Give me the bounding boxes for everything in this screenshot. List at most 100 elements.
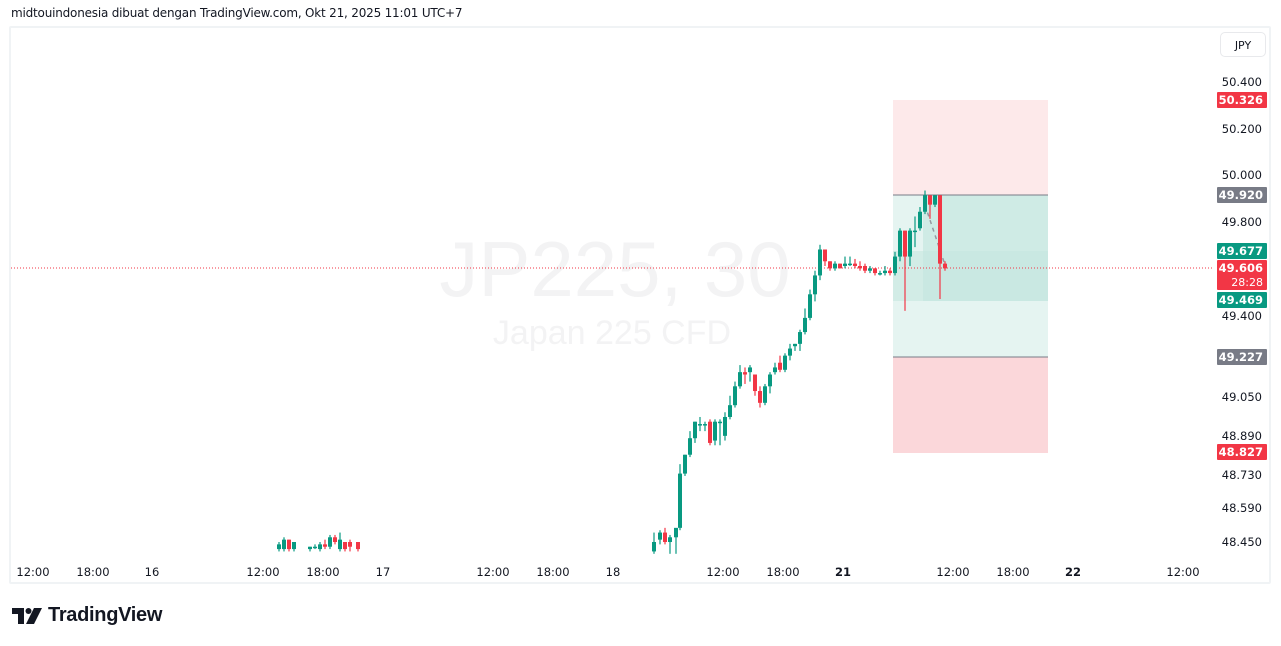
candle — [698, 416, 702, 432]
time-tick: 12:00 — [246, 565, 279, 579]
candle — [818, 244, 822, 281]
candle — [813, 270, 817, 302]
price-tick: 48.890 — [1222, 429, 1262, 443]
candle — [913, 216, 917, 248]
candles-group — [277, 190, 947, 554]
time-tick: 22 — [1065, 565, 1081, 579]
candle — [658, 530, 662, 545]
svg-text:50.326: 50.326 — [1219, 93, 1263, 107]
candle — [678, 464, 682, 531]
candle — [674, 527, 678, 554]
candle — [908, 228, 912, 267]
candle — [763, 383, 767, 406]
candle — [758, 386, 762, 408]
candle — [323, 539, 327, 550]
candle — [873, 268, 877, 276]
candle — [713, 419, 717, 446]
time-axis[interactable]: 12:00 18:00 16 12:00 18:00 17 12:00 18:00 18 12:0… — [16, 565, 1199, 579]
currency-button[interactable]: JPY — [1220, 32, 1266, 57]
time-tick: 12:00 — [936, 565, 969, 579]
candle — [743, 367, 747, 384]
time-tick: 18:00 — [996, 565, 1029, 579]
price-tick: 48.450 — [1222, 535, 1262, 549]
candle — [863, 263, 867, 274]
candle — [652, 532, 656, 554]
candle — [943, 261, 947, 271]
candle — [708, 419, 712, 446]
svg-text:49.677: 49.677 — [1219, 244, 1263, 258]
candle — [348, 539, 352, 552]
candle — [878, 270, 882, 276]
time-tick: 18:00 — [306, 565, 339, 579]
candle — [688, 431, 692, 458]
candle — [723, 412, 727, 441]
svg-text:48.827: 48.827 — [1219, 445, 1263, 459]
price-tick: 50.000 — [1222, 168, 1262, 182]
candle — [313, 544, 317, 550]
candle — [318, 542, 322, 552]
candle — [788, 343, 792, 361]
time-tick: 12:00 — [706, 565, 739, 579]
candle — [738, 365, 742, 389]
candle — [933, 195, 937, 208]
candle — [938, 195, 942, 300]
candle — [282, 537, 286, 552]
candle — [683, 454, 687, 476]
candle — [833, 261, 837, 271]
price-tick: 49.400 — [1222, 309, 1262, 323]
candle — [753, 374, 757, 396]
candle — [883, 266, 887, 276]
price-label: 49.677 — [1217, 243, 1267, 259]
time-tick: 18:00 — [76, 565, 109, 579]
position-tool[interactable] — [893, 100, 1048, 453]
candle — [793, 343, 797, 351]
svg-text:49.469: 49.469 — [1219, 293, 1263, 307]
candle — [843, 256, 847, 269]
candle — [903, 230, 907, 311]
watermark-description: Japan 225 CFD — [493, 314, 731, 352]
candle — [898, 228, 902, 262]
candle — [888, 268, 892, 276]
price-label: 49.469 — [1217, 292, 1267, 308]
svg-text:49.227: 49.227 — [1219, 350, 1263, 364]
logo-text: TradingView — [48, 604, 163, 626]
time-tick: 21 — [835, 565, 851, 579]
time-tick: 17 — [376, 565, 391, 579]
time-tick: 18:00 — [536, 565, 569, 579]
candle — [718, 419, 722, 446]
time-tick: 12:00 — [1166, 565, 1199, 579]
price-label: 49.920 — [1217, 187, 1267, 203]
candle — [923, 190, 927, 215]
candle — [328, 534, 332, 550]
candle — [893, 251, 897, 276]
candle — [693, 421, 697, 443]
svg-text:49.920: 49.920 — [1219, 188, 1263, 202]
time-tick: 12:00 — [16, 565, 49, 579]
time-tick: 18 — [606, 565, 621, 579]
candle — [728, 395, 732, 420]
candle — [748, 365, 752, 382]
tradingview-logo[interactable]: TradingView — [12, 604, 162, 627]
candle — [768, 372, 772, 394]
candle — [858, 261, 862, 271]
candle — [333, 534, 337, 545]
chart-frame — [9, 26, 1271, 584]
candle — [853, 258, 857, 269]
candle — [308, 546, 312, 552]
candle — [703, 421, 707, 432]
mid-band — [893, 251, 1048, 301]
price-tick: 48.730 — [1222, 468, 1262, 482]
chart-caption: midtouindonesia dibuat dengan TradingVie… — [11, 6, 463, 20]
candle — [838, 263, 842, 269]
price-tick: 49.050 — [1222, 390, 1262, 404]
candle — [783, 353, 787, 373]
upper-stop-zone — [893, 100, 1048, 195]
candle — [733, 381, 737, 408]
candle — [356, 542, 360, 552]
candle — [848, 256, 852, 267]
lower-stop-zone — [893, 357, 1048, 453]
price-axis[interactable]: 50.400 50.200 50.000 49.800 49.400 49.050 48.8… — [1222, 75, 1262, 549]
